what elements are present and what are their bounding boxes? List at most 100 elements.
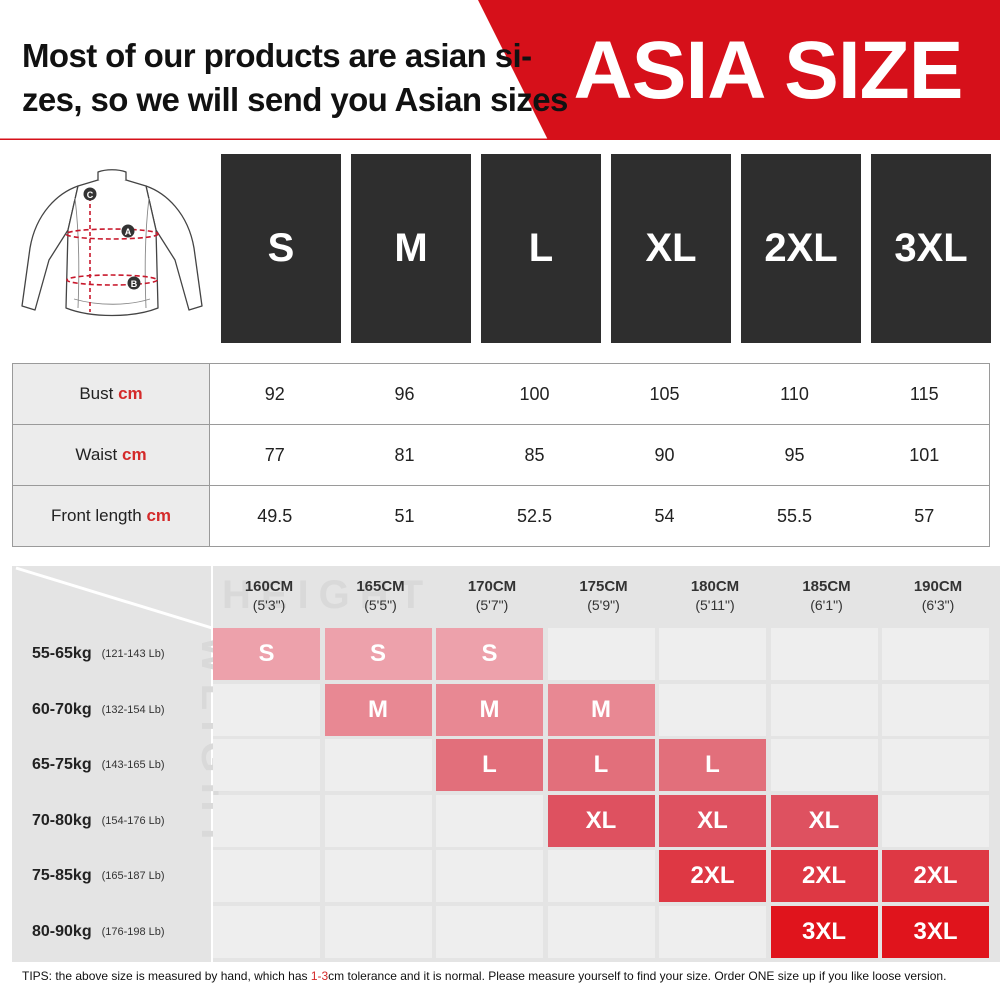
height-cm-label: 180CM bbox=[690, 578, 740, 595]
fit-cell-s: S bbox=[213, 628, 320, 680]
fit-cell-2xl: 2XL bbox=[659, 850, 766, 902]
fit-cell-empty bbox=[547, 628, 655, 680]
fit-cell-empty bbox=[213, 794, 320, 847]
table-cell: 110 bbox=[729, 363, 860, 425]
fit-cell-2xl: 2XL bbox=[882, 850, 989, 902]
table-row: Front length cm 49.5 51 52.5 54 55.5 57 bbox=[12, 485, 990, 547]
weight-lb-label: (143-165 Lb) bbox=[101, 759, 165, 771]
table-cell: 55.5 bbox=[729, 485, 860, 547]
fit-cell-l: L bbox=[547, 739, 655, 791]
weight-kg-label: 55-65kg bbox=[32, 645, 92, 662]
height-header-175cm: 175CM (5'9") bbox=[548, 578, 660, 614]
weight-label-70-80kg: 70-80kg (154-176 Lb) bbox=[32, 795, 165, 847]
height-ft-label: (6'3") bbox=[921, 597, 955, 613]
size-block-m: M bbox=[351, 154, 471, 343]
fit-cell-empty bbox=[213, 905, 320, 958]
fit-cell-empty bbox=[659, 628, 766, 680]
fit-cell-empty bbox=[213, 739, 320, 791]
height-header-180cm: 180CM (5'11") bbox=[659, 578, 771, 614]
fit-cell-empty bbox=[324, 739, 432, 791]
fit-cell-xl: XL bbox=[659, 794, 766, 847]
weight-kg-label: 60-70kg bbox=[32, 700, 92, 718]
weight-lb-label: (165-187 Lb) bbox=[101, 870, 165, 882]
weight-lb-label: (176-198 Lb) bbox=[101, 925, 165, 938]
table-cell: 57 bbox=[859, 485, 990, 547]
fit-cell-empty bbox=[882, 628, 989, 680]
fit-cell-l: L bbox=[659, 739, 766, 791]
weight-kg-label: 75-85kg bbox=[32, 867, 92, 884]
fit-cell-s: S bbox=[436, 628, 543, 680]
fit-cell-empty bbox=[436, 794, 543, 847]
size-block-3xl: 3XL bbox=[871, 154, 991, 343]
fit-cell-m: M bbox=[547, 683, 655, 736]
table-cell: 85 bbox=[469, 424, 600, 486]
fit-cell-xl: XL bbox=[770, 794, 878, 847]
jersey-illustration: C A B bbox=[21, 169, 203, 317]
weight-label-55-65kg: 55-65kg (121-143 Lb) bbox=[32, 628, 165, 680]
table-cell: 54 bbox=[599, 485, 730, 547]
tolerance-highlight: 1-3 bbox=[310, 969, 329, 983]
fit-cell-empty bbox=[436, 905, 543, 958]
row-label-waist: Waist cm bbox=[12, 424, 210, 486]
fit-cell-empty bbox=[213, 850, 320, 902]
table-cell: 90 bbox=[599, 424, 730, 486]
fit-cell-empty bbox=[324, 794, 432, 847]
height-ft-label: (5'3") bbox=[252, 597, 286, 613]
marker-a-label: A bbox=[125, 227, 132, 237]
height-ft-label: (5'5") bbox=[364, 597, 397, 613]
table-cell: 101 bbox=[859, 424, 990, 486]
height-ft-label: (5'7") bbox=[475, 597, 509, 613]
tips-note: TIPS: the above size is measured by hand… bbox=[22, 969, 947, 983]
height-header-190cm: 190CM (6'3") bbox=[882, 578, 994, 614]
height-header-170cm: 170CM (5'7") bbox=[436, 578, 548, 614]
weight-label-65-75kg: 65-75kg (143-165 Lb) bbox=[32, 739, 165, 791]
fit-cell-empty bbox=[770, 739, 878, 791]
fit-chart: HEIGHT WEIGHT 160CM(5'3")165CM(5'5")170C… bbox=[12, 566, 1000, 962]
table-cell: 92 bbox=[209, 363, 340, 425]
height-cm-label: 185CM bbox=[802, 578, 851, 595]
weight-kg-label: 70-80kg bbox=[32, 811, 92, 829]
size-block-s: S bbox=[221, 154, 341, 343]
weight-lb-label: (154-176 Lb) bbox=[101, 814, 165, 827]
banner-title: ASIA SIZE bbox=[573, 25, 964, 116]
weight-kg-label: 65-75kg bbox=[32, 756, 92, 773]
height-ft-label: (5'9") bbox=[587, 597, 620, 613]
fit-cell-m: M bbox=[324, 683, 432, 736]
weight-label-75-85kg: 75-85kg (165-187 Lb) bbox=[32, 850, 165, 902]
fit-cell-empty bbox=[770, 683, 878, 736]
height-header-185cm: 185CM (6'1") bbox=[771, 578, 883, 614]
row-label-bust: Bust cm bbox=[12, 363, 210, 425]
size-block-2xl: 2XL bbox=[741, 154, 861, 343]
fit-cell-empty bbox=[324, 905, 432, 958]
fit-cell-m: M bbox=[436, 683, 543, 736]
marker-c-label: C bbox=[87, 190, 94, 200]
measurement-table: Bust cm 92 96 100 105 110 115 Waist cm 7… bbox=[12, 363, 990, 547]
marker-b-icon: B bbox=[127, 276, 141, 290]
table-cell: 51 bbox=[339, 485, 470, 547]
table-cell: 96 bbox=[339, 363, 470, 425]
fit-cell-empty bbox=[436, 850, 543, 902]
fit-cell-s: S bbox=[324, 628, 432, 680]
table-cell: 52.5 bbox=[469, 485, 600, 547]
weight-lb-label: (132-154 Lb) bbox=[101, 703, 165, 716]
fit-cell-empty bbox=[213, 683, 320, 736]
fit-cell-empty bbox=[547, 850, 655, 902]
unit-label: cm bbox=[146, 506, 172, 525]
weight-label-80-90kg: 80-90kg (176-198 Lb) bbox=[32, 906, 165, 958]
fit-cell-3xl: 3XL bbox=[882, 905, 989, 958]
fit-cell-empty bbox=[547, 905, 655, 958]
weight-kg-label: 80-90kg bbox=[32, 922, 92, 940]
unit-label: cm bbox=[118, 384, 143, 403]
height-cm-label: 190CM bbox=[913, 578, 963, 595]
header-notice: Most of our products are asian si- zes, … bbox=[22, 34, 568, 122]
marker-b-label: B bbox=[131, 279, 138, 289]
fit-cell-empty bbox=[324, 850, 432, 902]
fit-cell-empty bbox=[882, 794, 989, 847]
fit-cell-empty bbox=[770, 628, 878, 680]
fit-cell-xl: XL bbox=[547, 794, 655, 847]
row-label-front-length: Front length cm bbox=[12, 485, 210, 547]
table-cell: 95 bbox=[729, 424, 860, 486]
marker-c-icon: C bbox=[83, 187, 97, 201]
marker-a-icon: A bbox=[121, 224, 135, 238]
fit-cell-empty bbox=[882, 683, 989, 736]
